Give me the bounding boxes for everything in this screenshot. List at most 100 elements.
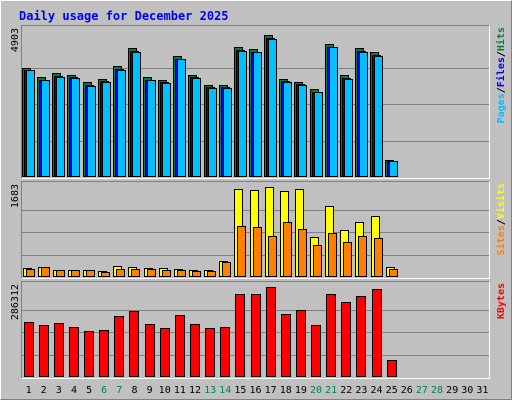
legend-entry: / (496, 219, 507, 225)
bar-sites-day-23 (358, 236, 367, 277)
bar-sites-day-13 (207, 271, 216, 277)
legend-entry: / (496, 51, 507, 57)
bar-sites-day-9 (147, 269, 156, 277)
bar-sites-day-21 (328, 233, 337, 277)
bar-sites-day-6 (101, 272, 110, 277)
bar-pages-day-25 (389, 161, 398, 177)
bar-kbytes-day-14 (220, 327, 230, 377)
panel-border-dark (21, 25, 490, 179)
bar-pages-day-20 (314, 92, 323, 177)
bar-pages-day-14 (223, 88, 232, 177)
x-tick-day-12: 12 (189, 385, 201, 396)
x-tick-day-9: 9 (147, 385, 153, 396)
bar-kbytes-day-23 (356, 296, 366, 377)
bar-kbytes-day-6 (99, 330, 109, 377)
y-max-label: 1683 (10, 184, 21, 208)
x-tick-day-14: 14 (219, 385, 231, 396)
bar-pages-day-12 (192, 78, 201, 177)
panel-legend: Sites/Visits (495, 183, 507, 255)
bar-sites-day-15 (237, 226, 246, 277)
bar-pages-day-1 (26, 70, 35, 177)
bar-pages-day-18 (283, 82, 292, 177)
x-tick-day-13: 13 (204, 385, 216, 396)
bar-sites-day-10 (162, 270, 171, 277)
bar-sites-day-22 (343, 242, 352, 277)
bar-pages-day-24 (374, 56, 383, 177)
bar-sites-day-16 (253, 227, 262, 277)
x-tick-day-15: 15 (234, 385, 246, 396)
bar-sites-day-7 (116, 269, 125, 277)
bar-kbytes-day-19 (296, 310, 306, 377)
x-axis-labels: 1 2 3 4 5 6 7 8 9 10 11 12 13 14 15 16 17 18 19 20 21 22 23 24 2… (26, 385, 489, 396)
x-tick-day-20: 20 (310, 385, 322, 396)
x-tick-day-4: 4 (71, 385, 77, 396)
legend-entry: Sites (495, 225, 507, 255)
x-tick-day-5: 5 (86, 385, 92, 396)
bar-kbytes-day-13 (205, 328, 215, 377)
chart-title: Daily usage for December 2025 (19, 9, 229, 23)
bar-kbytes-day-10 (160, 328, 170, 377)
x-tick-day-26: 26 (401, 385, 413, 396)
x-tick-day-27: 27 (416, 385, 428, 396)
bar-pages-day-11 (177, 59, 186, 177)
x-tick-day-2: 2 (41, 385, 47, 396)
bar-pages-day-16 (253, 52, 262, 177)
bar-kbytes-day-9 (145, 324, 155, 377)
bar-kbytes-day-2 (39, 325, 49, 377)
bar-sites-day-2 (41, 267, 50, 277)
bar-pages-day-10 (162, 83, 171, 177)
y-max-label: 286312 (10, 284, 21, 320)
bar-sites-day-18 (283, 222, 292, 277)
bar-kbytes-day-16 (251, 294, 261, 377)
bar-sites-day-19 (298, 229, 307, 277)
legend-entry: Files (495, 57, 507, 87)
x-tick-day-18: 18 (280, 385, 292, 396)
panel-border-dark (21, 281, 490, 379)
bar-pages-day-2 (41, 80, 50, 177)
bar-pages-day-22 (344, 79, 353, 177)
bar-kbytes-day-15 (235, 294, 245, 377)
panel-kbytes: 286312 KBytes (10, 281, 507, 379)
legend-entry: / (496, 87, 507, 93)
bar-kbytes-day-18 (281, 314, 291, 377)
panel-visits_sites: 1683 Sites/Visits (10, 181, 507, 279)
bar-pages-day-23 (359, 52, 368, 177)
bar-kbytes-day-12 (190, 324, 200, 377)
bar-kbytes-day-7 (114, 316, 124, 377)
bar-pages-day-9 (147, 80, 156, 177)
bar-pages-day-5 (87, 86, 96, 177)
bar-pages-day-6 (102, 82, 111, 177)
legend-entry: Hits (495, 27, 507, 51)
x-tick-day-23: 23 (355, 385, 367, 396)
x-tick-day-3: 3 (56, 385, 62, 396)
x-tick-day-1: 1 (26, 385, 32, 396)
panel-border-light (21, 25, 490, 179)
bar-sites-day-20 (313, 245, 322, 277)
bar-kbytes-day-25 (387, 360, 397, 377)
bar-pages-day-8 (132, 52, 141, 177)
bar-sites-day-24 (374, 238, 383, 277)
x-tick-day-29: 29 (446, 385, 458, 396)
bar-pages-day-19 (298, 85, 307, 177)
bar-sites-day-11 (177, 270, 186, 277)
x-tick-day-31: 31 (476, 385, 488, 396)
bar-pages-day-7 (117, 70, 126, 177)
bar-kbytes-day-21 (326, 294, 336, 377)
bar-sites-day-14 (222, 262, 231, 277)
bar-kbytes-day-17 (266, 287, 276, 377)
bar-kbytes-day-8 (129, 311, 139, 377)
x-tick-day-19: 19 (295, 385, 307, 396)
bar-pages-day-17 (268, 39, 277, 177)
bar-sites-day-25 (389, 269, 398, 277)
bar-pages-day-13 (208, 88, 217, 177)
x-tick-day-6: 6 (101, 385, 107, 396)
bar-sites-day-17 (268, 236, 277, 277)
panel-border-light (21, 181, 490, 279)
x-tick-day-17: 17 (265, 385, 277, 396)
legend-entry: KBytes (496, 283, 507, 319)
legend-entry: Pages (496, 93, 507, 123)
